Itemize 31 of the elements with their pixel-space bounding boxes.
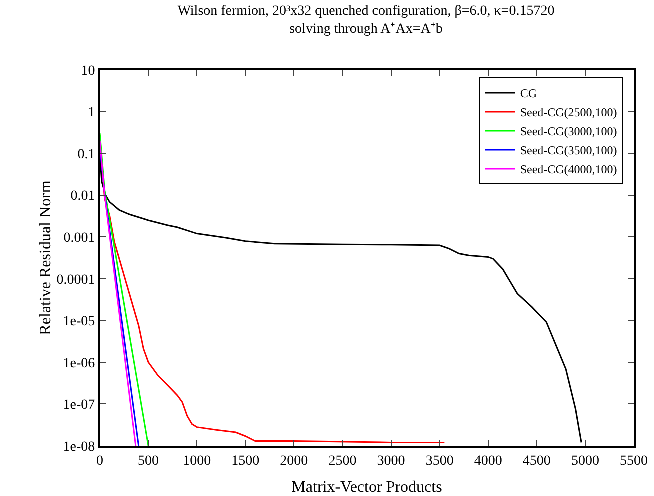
y-tick-label: 1 xyxy=(88,106,96,121)
legend-label: Seed-CG(3000,100) xyxy=(520,124,618,139)
y-tick-label: 0.0001 xyxy=(56,272,96,288)
y-tick-label: 10 xyxy=(81,64,96,79)
legend-label: Seed-CG(4000,100) xyxy=(520,162,618,177)
x-tick-label: 1500 xyxy=(232,454,260,469)
y-tick-label: 1e-05 xyxy=(63,314,96,330)
x-tick-label: 5500 xyxy=(620,454,648,469)
x-tick-label: 3500 xyxy=(426,454,454,469)
x-tick-label: 3000 xyxy=(377,454,406,469)
legend-label: Seed-CG(2500,100) xyxy=(520,106,618,120)
y-tick-label: 1e-08 xyxy=(63,440,96,455)
x-tick-label: 1000 xyxy=(183,454,212,469)
y-tick-label: 1e-07 xyxy=(63,398,96,414)
x-tick-label: 500 xyxy=(138,454,160,469)
legend-label: CG xyxy=(520,86,538,101)
chart-title: Wilson fermion, 20³x32 quenched configuration, β=6.0, κ=0.15720 xyxy=(178,4,555,19)
y-axis-title: Relative Residual Norm xyxy=(38,180,55,336)
x-tick-label: 5000 xyxy=(571,454,600,469)
y-tick-label: 0.001 xyxy=(64,231,96,246)
legend-label: Seed-CG(3500,100) xyxy=(520,144,618,158)
y-tick-label: 0.1 xyxy=(78,147,96,162)
x-tick-label: 2500 xyxy=(328,454,357,469)
y-tick-label: 1e-06 xyxy=(63,356,96,372)
x-tick-label: 4000 xyxy=(474,454,502,469)
x-tick-label: 0 xyxy=(96,454,104,469)
x-axis-title: Matrix-Vector Products xyxy=(292,479,442,496)
y-tick-label: 0.01 xyxy=(70,189,96,204)
chart-subtitle: solving through A⁺Ax=A⁺b xyxy=(290,22,443,38)
x-tick-label: 2000 xyxy=(280,454,308,469)
x-tick-label: 4500 xyxy=(522,454,551,469)
